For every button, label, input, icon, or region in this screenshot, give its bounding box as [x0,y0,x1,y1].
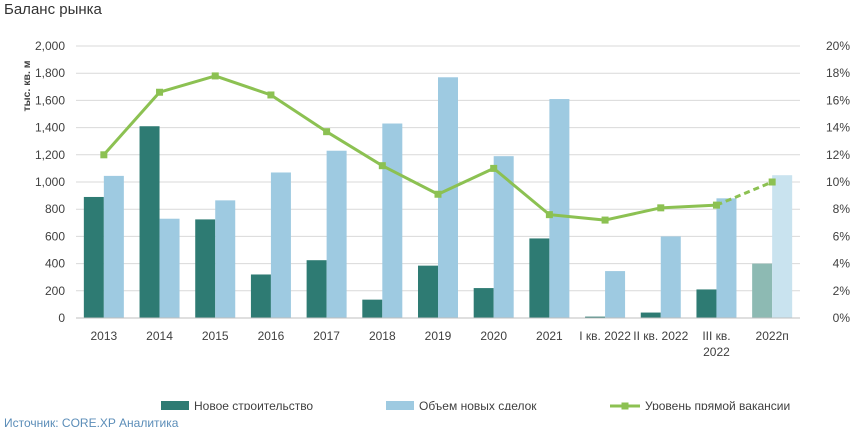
x-tick-label: I кв. 2022 [579,329,631,343]
vacancy-point [100,151,108,159]
x-tick-label: 2018 [369,329,396,343]
bar-new-construction [306,260,327,318]
y-tick-label: 1,400 [35,121,65,135]
bar-new-deals [326,150,347,318]
vacancy-point [601,216,609,224]
y2-tick-label: 14% [826,121,850,135]
axes-layer: 0 0% 200 2% 400 4% 600 6% 800 8% 1,000 10% 1,200 12% 1… [21,39,850,359]
bar-new-deals [772,175,793,318]
bar-new-construction [585,316,606,318]
bar-new-construction [195,219,216,318]
vacancy-point [434,190,442,198]
legend-swatch-new-deals [386,401,414,410]
y2-tick-label: 2% [833,284,851,298]
y-tick-label: 0 [58,311,65,325]
bar-new-deals [605,271,626,318]
y2-tick-label: 18% [826,66,850,80]
x-tick-label: II кв. 2022 [633,329,688,343]
x-tick-label: 2016 [258,329,285,343]
vacancy-point [211,72,219,80]
x-tick-label: 2013 [90,329,117,343]
vacancy-point [156,88,164,96]
x-tick-label: 2022 [703,345,730,359]
y2-tick-label: 6% [833,229,851,243]
bar-new-deals [660,236,681,318]
bar-new-deals [382,123,403,319]
y-tick-label: 200 [45,284,65,298]
bar-new-construction [640,312,661,318]
vacancy-point [545,211,553,219]
x-tick-label: 2019 [425,329,452,343]
x-tick-label: 2021 [536,329,563,343]
y-tick-label: 1,800 [35,66,65,80]
x-tick-label: 2015 [202,329,229,343]
bar-new-deals [493,156,514,318]
bar-new-construction [83,196,104,318]
y2-tick-label: 20% [826,39,850,53]
vacancy-point [378,162,386,170]
y2-tick-label: 10% [826,175,850,189]
x-tick-label: 2020 [480,329,507,343]
bar-new-construction [418,265,438,318]
legend: Новое строительство Объем новых сделок Уро… [161,399,790,410]
vacancy-point [768,178,776,186]
y-tick-label: 2,000 [35,39,65,53]
legend-marker-vacancy [621,402,629,410]
chart-title: Баланс рынка [4,1,102,18]
bar-new-construction [362,299,383,318]
y2-tick-label: 4% [833,257,851,271]
vacancy-point [490,164,498,172]
y2-tick-label: 16% [826,93,850,107]
x-tick-label: 2017 [313,329,340,343]
y2-tick-label: 0% [833,311,851,325]
x-tick-label: 2014 [146,329,173,343]
y-tick-label: 1,000 [35,175,65,189]
bar-new-construction [529,238,550,318]
x-tick-label: III кв. [702,329,730,343]
y-tick-label: 600 [45,229,65,243]
bar-new-deals [215,200,236,318]
legend-label-vacancy: Уровень прямой вакансии [645,399,790,410]
vacancy-line-forecast [715,180,773,207]
vacancy-point [712,201,720,209]
y-tick-label: 400 [45,257,65,271]
bar-new-deals [716,198,737,318]
bar-new-deals [549,99,570,318]
y-axis-title: тыс. кв. м [21,60,33,111]
legend-label-new-construction: Новое строительство [194,399,313,410]
y2-tick-label: 12% [826,148,850,162]
bar-new-construction [139,126,160,319]
bar-new-deals [159,218,180,318]
vacancy-line-layer [100,72,776,224]
vacancy-point [657,204,665,212]
bar-new-deals [438,77,458,318]
bar-new-deals [103,175,124,318]
y-tick-label: 1,600 [35,93,65,107]
bar-new-construction [752,263,773,318]
source-note: Источник: CORE.XP Аналитика [4,416,179,430]
bars-layer [83,77,793,319]
bar-new-deals [270,172,291,318]
bar-new-construction [250,274,271,318]
y2-tick-label: 8% [833,202,851,216]
vacancy-point [323,128,331,136]
legend-swatch-new-construction [161,401,189,410]
market-balance-chart: 0 0% 200 2% 400 4% 600 6% 800 8% 1,000 10% 1,200 12% 1… [21,39,850,410]
y-tick-label: 1,200 [35,148,65,162]
vacancy-line [102,74,717,222]
y-tick-label: 800 [45,202,65,216]
legend-label-new-deals: Объем новых сделок [419,399,537,410]
bar-new-construction [473,288,494,318]
x-tick-label: 2022п [756,329,789,343]
bar-new-construction [696,289,717,318]
vacancy-point [267,91,275,99]
